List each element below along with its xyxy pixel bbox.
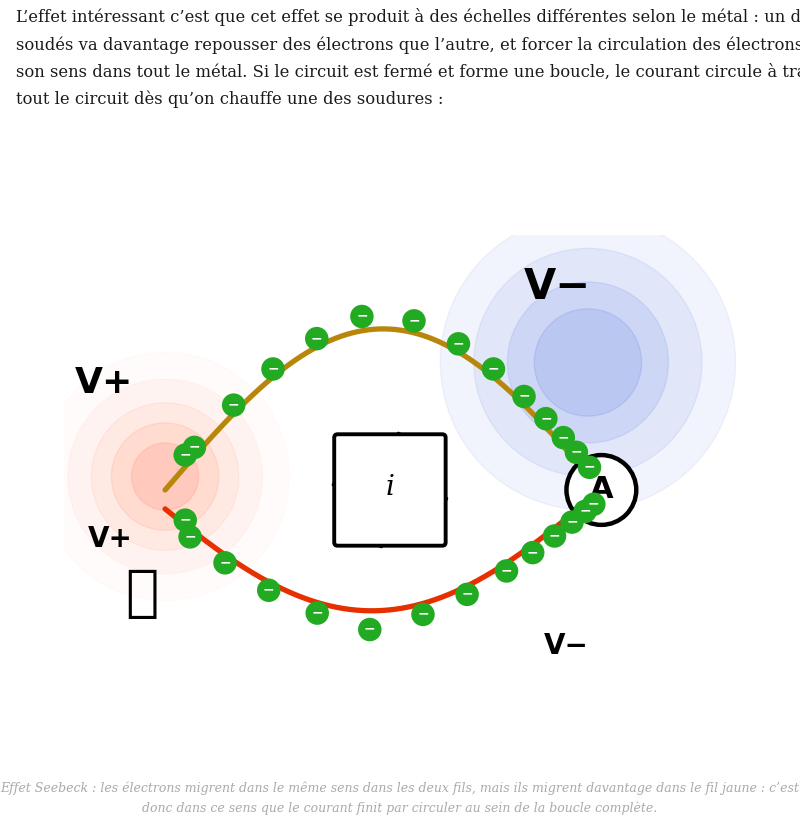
- Circle shape: [182, 435, 206, 459]
- Text: −: −: [263, 582, 274, 597]
- Circle shape: [402, 309, 426, 332]
- Circle shape: [68, 379, 262, 574]
- Circle shape: [507, 282, 669, 443]
- Text: −: −: [408, 313, 420, 327]
- Circle shape: [560, 510, 584, 534]
- Text: V+: V+: [88, 525, 133, 553]
- Circle shape: [91, 403, 239, 550]
- Text: −: −: [219, 555, 231, 569]
- Text: i: i: [386, 475, 394, 502]
- Circle shape: [305, 327, 329, 351]
- Text: −: −: [417, 607, 429, 621]
- Text: 🔥: 🔥: [125, 567, 158, 621]
- Circle shape: [521, 541, 545, 565]
- Text: −: −: [189, 440, 200, 454]
- Text: −: −: [501, 563, 512, 577]
- Circle shape: [262, 357, 285, 381]
- Text: −: −: [364, 622, 376, 636]
- Text: −: −: [311, 331, 322, 345]
- FancyBboxPatch shape: [334, 435, 446, 545]
- Circle shape: [174, 508, 197, 532]
- Circle shape: [222, 393, 246, 417]
- Text: −: −: [566, 514, 578, 529]
- Circle shape: [494, 560, 518, 583]
- Text: V+: V+: [74, 366, 133, 399]
- Circle shape: [534, 309, 642, 416]
- Circle shape: [574, 500, 597, 524]
- Circle shape: [582, 492, 606, 516]
- Text: −: −: [453, 336, 464, 350]
- Circle shape: [482, 357, 506, 381]
- Text: −: −: [488, 362, 499, 375]
- Text: −: −: [518, 388, 530, 403]
- Text: −: −: [584, 460, 595, 474]
- Circle shape: [455, 582, 479, 606]
- Text: V−: V−: [544, 633, 589, 660]
- Text: −: −: [228, 398, 239, 411]
- Text: −: −: [356, 309, 368, 323]
- Circle shape: [350, 305, 374, 328]
- Text: −: −: [267, 362, 278, 375]
- Circle shape: [214, 551, 237, 575]
- Text: −: −: [179, 513, 191, 527]
- Circle shape: [411, 602, 434, 626]
- Circle shape: [111, 423, 218, 530]
- Circle shape: [257, 579, 281, 602]
- Text: −: −: [311, 606, 323, 619]
- Circle shape: [578, 456, 602, 479]
- Text: −: −: [549, 529, 560, 542]
- Text: −: −: [588, 497, 600, 511]
- Circle shape: [358, 618, 382, 641]
- Circle shape: [534, 407, 558, 430]
- Text: −: −: [579, 503, 591, 518]
- Text: −: −: [462, 586, 473, 601]
- Circle shape: [474, 248, 702, 477]
- Text: −: −: [184, 529, 196, 543]
- Text: −: −: [540, 411, 552, 425]
- Circle shape: [446, 332, 470, 356]
- Circle shape: [41, 352, 290, 601]
- Text: Effet Seebeck : les électrons migrent dans le même sens dans les deux fils, mais: Effet Seebeck : les électrons migrent da…: [1, 782, 799, 816]
- Text: A: A: [590, 476, 613, 504]
- Circle shape: [551, 426, 575, 450]
- Circle shape: [174, 443, 197, 466]
- Text: −: −: [527, 545, 538, 559]
- Text: L’effet intéressant c’est que cet effet se produit à des échelles différentes se: L’effet intéressant c’est que cet effet …: [16, 8, 800, 108]
- Circle shape: [306, 602, 329, 625]
- Text: −: −: [558, 430, 569, 444]
- Text: −: −: [570, 445, 582, 459]
- Circle shape: [440, 215, 736, 510]
- Circle shape: [131, 443, 198, 510]
- Circle shape: [512, 385, 536, 409]
- Text: −: −: [179, 447, 191, 461]
- Circle shape: [566, 455, 636, 525]
- Circle shape: [178, 525, 202, 549]
- Circle shape: [542, 524, 566, 548]
- Text: V−: V−: [524, 266, 591, 308]
- Circle shape: [565, 440, 588, 464]
